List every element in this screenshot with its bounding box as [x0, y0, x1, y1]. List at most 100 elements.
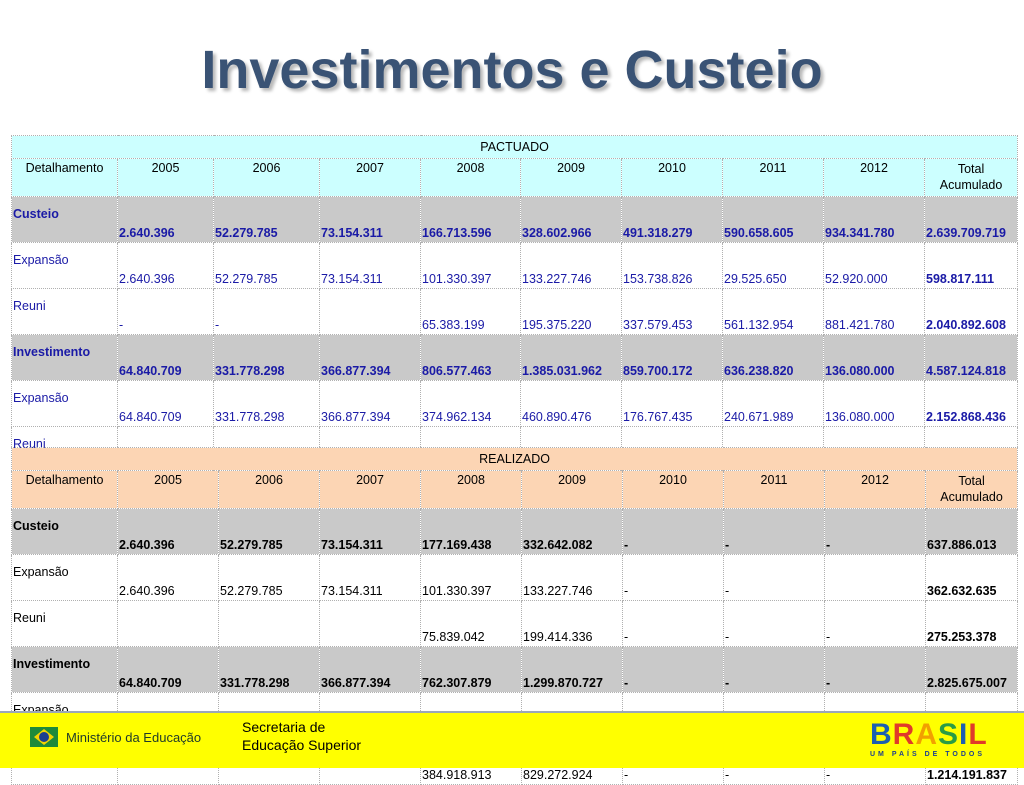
table-cell: 561.132.954 [722, 288, 824, 335]
table-cell: 1.299.870.727 [521, 646, 623, 693]
pactuado-table: PACTUADO Detalhamento 2005 2006 2007 2008 2009… [10, 135, 1019, 473]
table-cell: 177.169.438 [420, 508, 522, 555]
table-cell: 328.602.966 [520, 196, 622, 243]
row-label: Investimento [11, 646, 118, 693]
header-row: Detalhamento 2005 2006 2007 2008 2009 2010 2011… [11, 158, 1019, 197]
table-cell: - [723, 554, 825, 601]
brasil-logo-word: BRASIL [870, 718, 988, 751]
table-cell: 331.778.298 [218, 646, 320, 693]
detail-row: Expansão 2.640.396 52.279.785 73.154.311 101… [11, 242, 1019, 289]
table-cell: 73.154.311 [319, 242, 421, 289]
table-cell [117, 600, 219, 647]
section-row: REALIZADO [10, 447, 1019, 471]
table-cell: 934.341.780 [823, 196, 925, 243]
table-cell: - [622, 554, 724, 601]
table-cell: 275.253.378 [924, 600, 1019, 647]
table-cell [319, 288, 421, 335]
column-header: 2007 [319, 158, 421, 197]
column-header: 2010 [622, 470, 724, 509]
secretaria-label: Secretaria de Educação Superior [242, 718, 361, 754]
table-cell: 73.154.311 [319, 554, 421, 601]
table-cell [824, 554, 926, 601]
footer-bar: Ministério da Educação Secretaria de Edu… [0, 711, 1024, 768]
row-label: Expansão [11, 380, 118, 427]
table-cell: 2.639.709.719 [923, 196, 1019, 243]
table-cell: 881.421.780 [823, 288, 925, 335]
table-cell: - [824, 646, 926, 693]
table-cell: 65.383.199 [420, 288, 521, 335]
table-cell: 337.579.453 [621, 288, 723, 335]
table-cell: 2.640.396 [117, 554, 219, 601]
table-cell: 166.713.596 [420, 196, 521, 243]
table-cell: 460.890.476 [520, 380, 622, 427]
table-cell: - [117, 288, 214, 335]
group-row: Investimento 64.840.709 331.778.298 366.877… [11, 646, 1019, 693]
table-cell [319, 600, 421, 647]
group-row: Investimento 64.840.709 331.778.298 366.877… [11, 334, 1019, 381]
column-header: 2012 [823, 158, 925, 197]
row-label: Custeio [11, 196, 118, 243]
column-header: 2006 [213, 158, 320, 197]
table-cell: 762.307.879 [420, 646, 522, 693]
table-cell: 153.738.826 [621, 242, 723, 289]
column-header: 2012 [824, 470, 926, 509]
column-header: 2006 [218, 470, 320, 509]
table-cell: 133.227.746 [521, 554, 623, 601]
table-cell: 136.080.000 [823, 380, 925, 427]
row-label: Expansão [11, 554, 118, 601]
row-label: Custeio [11, 508, 118, 555]
table-cell: 859.700.172 [621, 334, 723, 381]
table-cell: - [723, 646, 825, 693]
table-cell: 366.877.394 [319, 380, 421, 427]
brazil-flag-icon [30, 727, 58, 747]
realizado-table: REALIZADO Detalhamento 2005 2006 2007 2008 200… [10, 447, 1019, 785]
brasil-tagline: UM PAÍS DE TODOS [870, 751, 986, 758]
table-cell: 2.640.396 [117, 242, 214, 289]
table-cell: 136.080.000 [823, 334, 925, 381]
page-title: Investimentos e Custeio [201, 40, 823, 100]
table-cell: 52.279.785 [213, 242, 320, 289]
table-cell: 1.385.031.962 [520, 334, 622, 381]
table-cell: 331.778.298 [213, 380, 320, 427]
row-label: Reuni [11, 288, 118, 335]
table-cell: 331.778.298 [213, 334, 320, 381]
table-cell: 75.839.042 [420, 600, 522, 647]
group-row: Custeio 2.640.396 52.279.785 73.154.311 177.… [11, 508, 1019, 555]
section-title: PACTUADO [10, 135, 1019, 159]
table-cell: - [213, 288, 320, 335]
table-cell: 52.279.785 [218, 508, 320, 555]
table-cell: 73.154.311 [319, 196, 421, 243]
detail-row: Reuni - -65.383.199 195.375.220 337.579.453 5… [11, 288, 1019, 335]
ministry-name: Ministério da Educação [66, 729, 202, 745]
column-header: Total Acumulado [923, 158, 1019, 197]
table-cell: 240.671.989 [722, 380, 824, 427]
table-cell: 374.962.134 [420, 380, 521, 427]
column-header: 2008 [420, 158, 521, 197]
table-cell: 332.642.082 [521, 508, 623, 555]
table-cell: 195.375.220 [520, 288, 622, 335]
table-cell: 2.152.868.436 [923, 380, 1019, 427]
detail-row: Reuni 75.839.042 199.414.336- - -275.253.378 [11, 600, 1019, 647]
table-cell: 636.238.820 [722, 334, 824, 381]
row-label: Investimento [11, 334, 118, 381]
table-cell: 2.825.675.007 [924, 646, 1019, 693]
header-row: Detalhamento 2005 2006 2007 2008 2009 2010 2011… [11, 470, 1019, 509]
table-cell: 199.414.336 [521, 600, 623, 647]
table-cell: - [622, 646, 724, 693]
ministry-logo: Ministério da Educação [30, 727, 201, 747]
column-header: 2011 [723, 470, 825, 509]
table-cell: 64.840.709 [117, 334, 214, 381]
column-header: 2010 [621, 158, 723, 197]
table-cell: 2.040.892.608 [923, 288, 1019, 335]
column-header: 2009 [520, 158, 622, 197]
table-cell: - [622, 508, 724, 555]
table-cell: 101.330.397 [420, 554, 522, 601]
detail-row: Expansão 2.640.396 52.279.785 73.154.311 101… [11, 554, 1019, 601]
table-cell: 637.886.013 [924, 508, 1019, 555]
column-header: 2009 [521, 470, 623, 509]
table-cell: 806.577.463 [420, 334, 521, 381]
table-cell: 491.318.279 [621, 196, 723, 243]
table-cell: 366.877.394 [319, 646, 421, 693]
table-cell: 52.279.785 [213, 196, 320, 243]
